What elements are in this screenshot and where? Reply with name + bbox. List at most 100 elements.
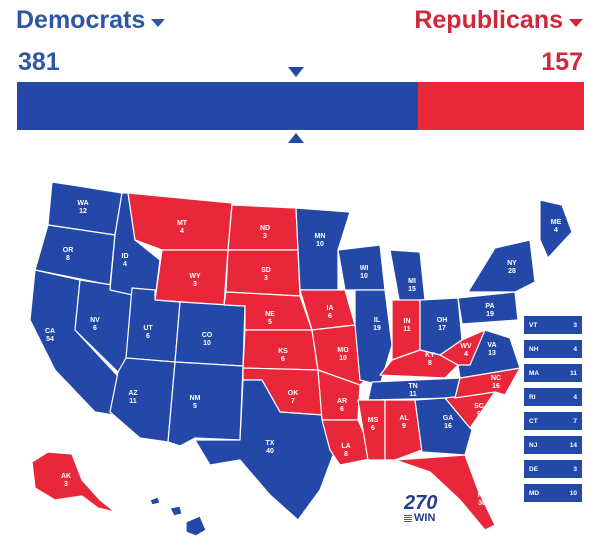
state-az[interactable] (109, 357, 176, 443)
small-state-nh[interactable]: NH 4 (524, 340, 582, 358)
state-nm[interactable] (167, 361, 244, 447)
state-label-il: IL (374, 317, 381, 324)
small-state-ev: 7 (573, 417, 577, 425)
state-label-id: ID (122, 253, 129, 260)
state-label-fl: FL (478, 492, 487, 499)
state-ev-nc: 16 (492, 383, 500, 390)
state-ev-or: 8 (66, 255, 70, 262)
state-label-wi: WI (360, 265, 369, 272)
state-label-ny: NY (507, 260, 517, 267)
small-state-abbr: MA (529, 369, 540, 377)
state-ev-ks: 6 (281, 356, 285, 363)
state-nc[interactable] (454, 367, 521, 399)
state-ev-ga: 16 (444, 423, 452, 430)
small-state-ev: 4 (573, 393, 577, 401)
small-state-ct[interactable]: CT 7 (524, 412, 582, 430)
state-ev-nd: 3 (263, 233, 267, 240)
state-label-va: VA (487, 342, 496, 349)
state-ev-mo: 10 (339, 355, 347, 362)
state-ga[interactable] (414, 397, 473, 456)
chevron-down-icon (569, 18, 583, 27)
small-state-abbr: CT (529, 417, 538, 425)
state-label-ia: IA (327, 305, 334, 312)
state-ev-id: 4 (123, 261, 127, 268)
state-ev-wv: 4 (464, 351, 468, 358)
state-al[interactable] (384, 399, 423, 461)
state-ev-ar: 6 (340, 406, 344, 413)
state-fl[interactable] (394, 454, 496, 531)
small-state-ev: 11 (570, 369, 577, 377)
flag-icon (404, 515, 412, 522)
state-ev-ms: 6 (371, 425, 375, 432)
state-ev-wy: 3 (193, 281, 197, 288)
state-ev-ok: 7 (291, 398, 295, 405)
state-wv[interactable] (439, 329, 486, 366)
state-ev-mi: 15 (408, 286, 416, 293)
state-ak[interactable] (31, 451, 116, 513)
state-label-ks: KS (278, 348, 288, 355)
chevron-down-icon (151, 18, 166, 27)
republicans-total: 157 (541, 48, 583, 76)
small-states-list: VT 3 NH 4 MA 11 RI 4 CT 7 NJ 14 DE 3 MD 10 (524, 316, 582, 508)
state-label-nc: NC (491, 375, 501, 382)
state-ev-nm: 5 (193, 403, 197, 410)
midpoint-marker-top-icon (288, 67, 304, 77)
state-ev-ny: 28 (508, 268, 516, 275)
logo-number: 270 (404, 492, 438, 514)
electoral-vote-bar (17, 82, 584, 130)
state-ev-oh: 17 (438, 325, 446, 332)
state-ev-tx: 40 (266, 448, 274, 455)
state-mn[interactable] (295, 207, 351, 291)
small-state-nj[interactable]: NJ 14 (524, 436, 582, 454)
small-state-ev: 14 (569, 441, 577, 449)
state-label-az: AZ (128, 390, 138, 397)
democrats-total: 381 (18, 48, 60, 76)
state-ev-ak: 3 (64, 481, 68, 488)
republicans-selector[interactable]: Republicans (414, 6, 583, 35)
state-ny[interactable] (467, 239, 536, 293)
state-me[interactable] (539, 199, 573, 259)
republicans-label: Republicans (414, 6, 563, 34)
logo-suffix: WIN (414, 512, 436, 524)
small-state-ma[interactable]: MA 11 (524, 364, 582, 382)
state-label-ms: MS (368, 417, 379, 424)
small-state-ev: 3 (573, 465, 577, 473)
state-ev-in: 11 (403, 326, 411, 333)
state-label-ut: UT (143, 325, 153, 332)
us-electoral-map: WA12OR8CA54NV6ID4MT4WY3UT6AZ11CO10NM5ND3… (29, 181, 573, 540)
small-state-md[interactable]: MD 10 (524, 484, 582, 502)
state-ev-ky: 8 (428, 360, 432, 367)
state-ev-sd: 3 (264, 275, 268, 282)
state-ev-hi: 4 (181, 533, 185, 540)
state-label-ar: AR (337, 398, 347, 405)
democrats-bar-segment (17, 82, 419, 130)
state-label-ca: CA (45, 328, 55, 335)
state-ev-ne: 5 (268, 319, 272, 326)
small-state-abbr: NJ (529, 441, 538, 449)
state-ev-wa: 12 (79, 208, 87, 215)
state-pa[interactable] (457, 291, 519, 325)
state-label-tx: TX (266, 440, 275, 447)
small-state-vt[interactable]: VT 3 (524, 316, 582, 334)
state-ev-me: 4 (554, 227, 558, 234)
state-ev-tn: 11 (409, 391, 417, 398)
democrats-label: Democrats (16, 6, 146, 34)
state-ev-va: 13 (488, 350, 496, 357)
small-state-ri[interactable]: RI 4 (524, 388, 582, 406)
state-ev-fl: 30 (478, 500, 486, 507)
democrats-selector[interactable]: Democrats (16, 6, 166, 35)
state-ev-al: 9 (402, 423, 406, 430)
small-state-de[interactable]: DE 3 (524, 460, 582, 478)
state-label-nd: ND (260, 225, 270, 232)
state-ev-sc: 9 (477, 411, 481, 418)
state-label-co: CO (202, 332, 213, 339)
state-label-ne: NE (265, 311, 275, 318)
state-ev-ut: 6 (146, 333, 150, 340)
state-label-pa: PA (485, 303, 494, 310)
state-label-mi: MI (408, 278, 416, 285)
state-label-oh: OH (437, 317, 448, 324)
state-tx[interactable] (194, 379, 336, 521)
state-hi[interactable] (149, 496, 207, 537)
state-la[interactable] (321, 419, 376, 466)
state-va[interactable] (457, 329, 521, 379)
